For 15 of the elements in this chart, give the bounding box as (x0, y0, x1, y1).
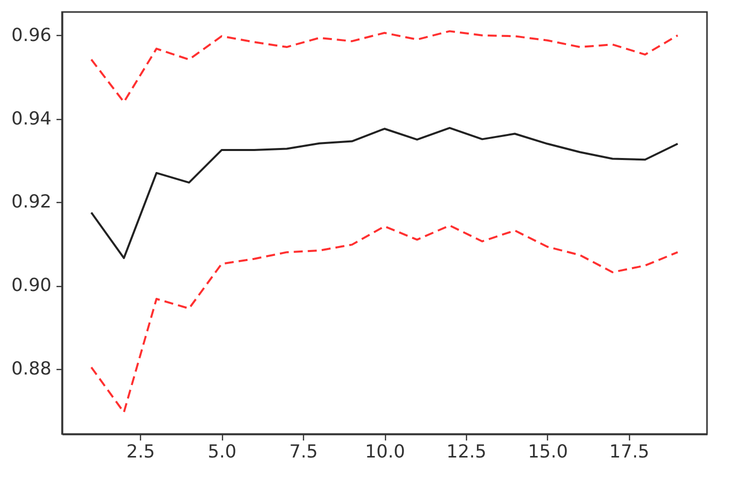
x-tick-label: 7.5 (289, 442, 318, 462)
x-tick-label: 10.0 (364, 442, 406, 462)
x-tick-label: 15.0 (528, 442, 568, 462)
x-tick-label: 2.5 (126, 442, 155, 462)
line-series (90, 30, 679, 104)
x-tick-label: 12.5 (446, 442, 486, 462)
y-tick-label: 0.92 (11, 192, 52, 213)
x-tick-label: 17.5 (609, 442, 650, 462)
y-tick-label: 0.96 (11, 24, 52, 46)
y-tick-label: 0.94 (11, 108, 52, 130)
y-tick-label: 0.90 (11, 275, 52, 296)
x-tick-label: 5.0 (208, 442, 236, 462)
y-tick-label: 0.88 (11, 358, 52, 380)
line-series (90, 224, 679, 414)
line-series (90, 126, 679, 260)
